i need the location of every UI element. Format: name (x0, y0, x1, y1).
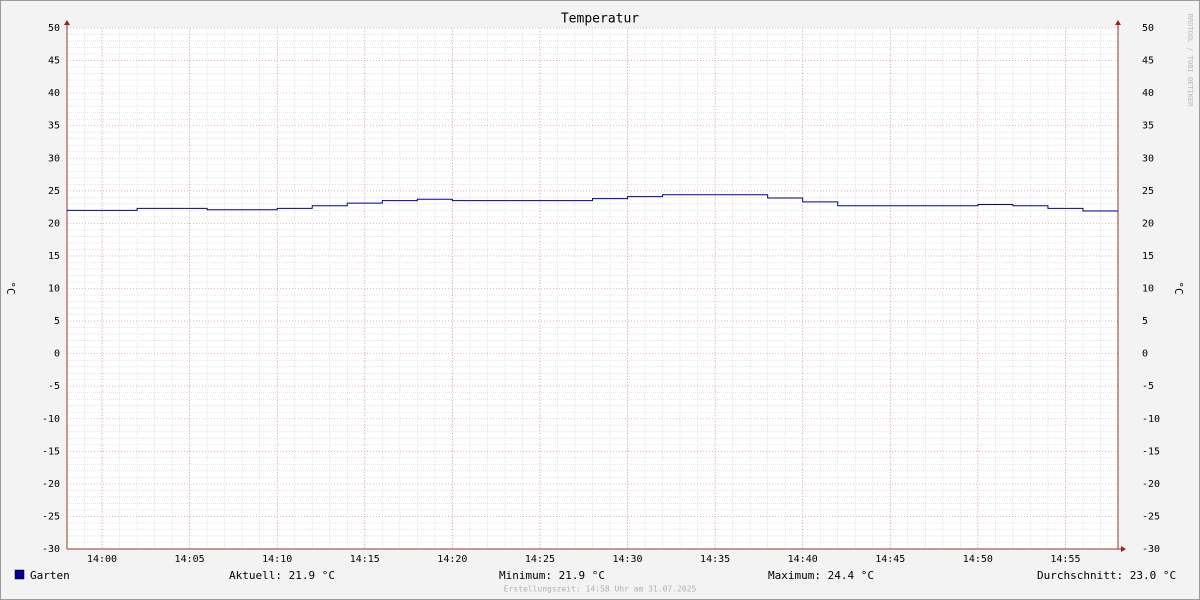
axis-arrow (1121, 546, 1126, 552)
x-tick-label: 14:40 (788, 554, 818, 565)
y2-tick-label: 50 (1142, 23, 1154, 34)
x-tick-label: 14:00 (87, 554, 117, 565)
y-tick-label: 25 (48, 186, 60, 197)
y2-tick-label: 15 (1142, 251, 1154, 262)
x-tick-label: 14:10 (262, 554, 292, 565)
y2-tick-label: -5 (1142, 381, 1154, 392)
y2-tick-label: 5 (1142, 316, 1148, 327)
footer: Erstellungszeit: 14:58 Uhr am 31.07.2025 (504, 585, 697, 594)
x-tick-label: 14:35 (700, 554, 730, 565)
y-axis-label: °C (4, 281, 17, 294)
x-tick-label: 14:50 (963, 554, 993, 565)
y-tick-label: 50 (48, 23, 60, 34)
y-tick-label: -10 (42, 414, 60, 425)
x-tick-label: 14:05 (175, 554, 205, 565)
y2-tick-label: 45 (1142, 56, 1154, 67)
y-tick-label: 10 (48, 284, 60, 295)
y2-tick-label: 40 (1142, 88, 1154, 99)
legend-stat: Durchschnitt: 23.0 °C (1037, 569, 1176, 582)
y-tick-label: 0 (54, 349, 60, 360)
y-tick-label: 45 (48, 56, 60, 67)
y2-tick-label: -30 (1142, 544, 1160, 555)
legend-stat: Minimum: 21.9 °C (499, 569, 605, 582)
y2-tick-label: -25 (1142, 511, 1160, 522)
x-tick-label: 14:55 (1050, 554, 1080, 565)
data-line (67, 194, 1118, 212)
y2-tick-label: 10 (1142, 284, 1154, 295)
legend-stat: Maximum: 24.4 °C (768, 569, 874, 582)
y2-tick-label: -10 (1142, 414, 1160, 425)
axis-arrow (1115, 20, 1121, 25)
y-tick-label: -25 (42, 511, 60, 522)
legend-swatch (14, 569, 25, 580)
y-tick-label: -15 (42, 446, 60, 457)
chart-title: Temperatur (561, 12, 639, 27)
x-tick-label: 14:25 (525, 554, 555, 565)
y2-tick-label: -15 (1142, 446, 1160, 457)
y2-tick-label: 25 (1142, 186, 1154, 197)
y2-tick-label: 30 (1142, 153, 1154, 164)
y-tick-label: 20 (48, 218, 60, 229)
y2-tick-label: 20 (1142, 218, 1154, 229)
y-tick-label: -30 (42, 544, 60, 555)
watermark: RRDTOOL / TOBI OETIKER (1186, 14, 1194, 108)
y-tick-label: 35 (48, 121, 60, 132)
axis-arrow (64, 20, 70, 25)
y-tick-label: -20 (42, 479, 60, 490)
y-tick-label: 5 (54, 316, 60, 327)
x-tick-label: 14:20 (437, 554, 467, 565)
legend-stat: Aktuell: 21.9 °C (229, 569, 335, 582)
y-tick-label: 30 (48, 153, 60, 164)
x-tick-label: 14:15 (350, 554, 380, 565)
x-tick-label: 14:30 (612, 554, 642, 565)
y-tick-label: 40 (48, 88, 60, 99)
y2-tick-label: 0 (1142, 349, 1148, 360)
legend-label: Garten (30, 569, 70, 582)
y2-tick-label: 35 (1142, 121, 1154, 132)
y-tick-label: 15 (48, 251, 60, 262)
y-tick-label: -5 (48, 381, 60, 392)
x-tick-label: 14:45 (875, 554, 905, 565)
y2-tick-label: -20 (1142, 479, 1160, 490)
y2-axis-label: °C (1172, 281, 1185, 294)
